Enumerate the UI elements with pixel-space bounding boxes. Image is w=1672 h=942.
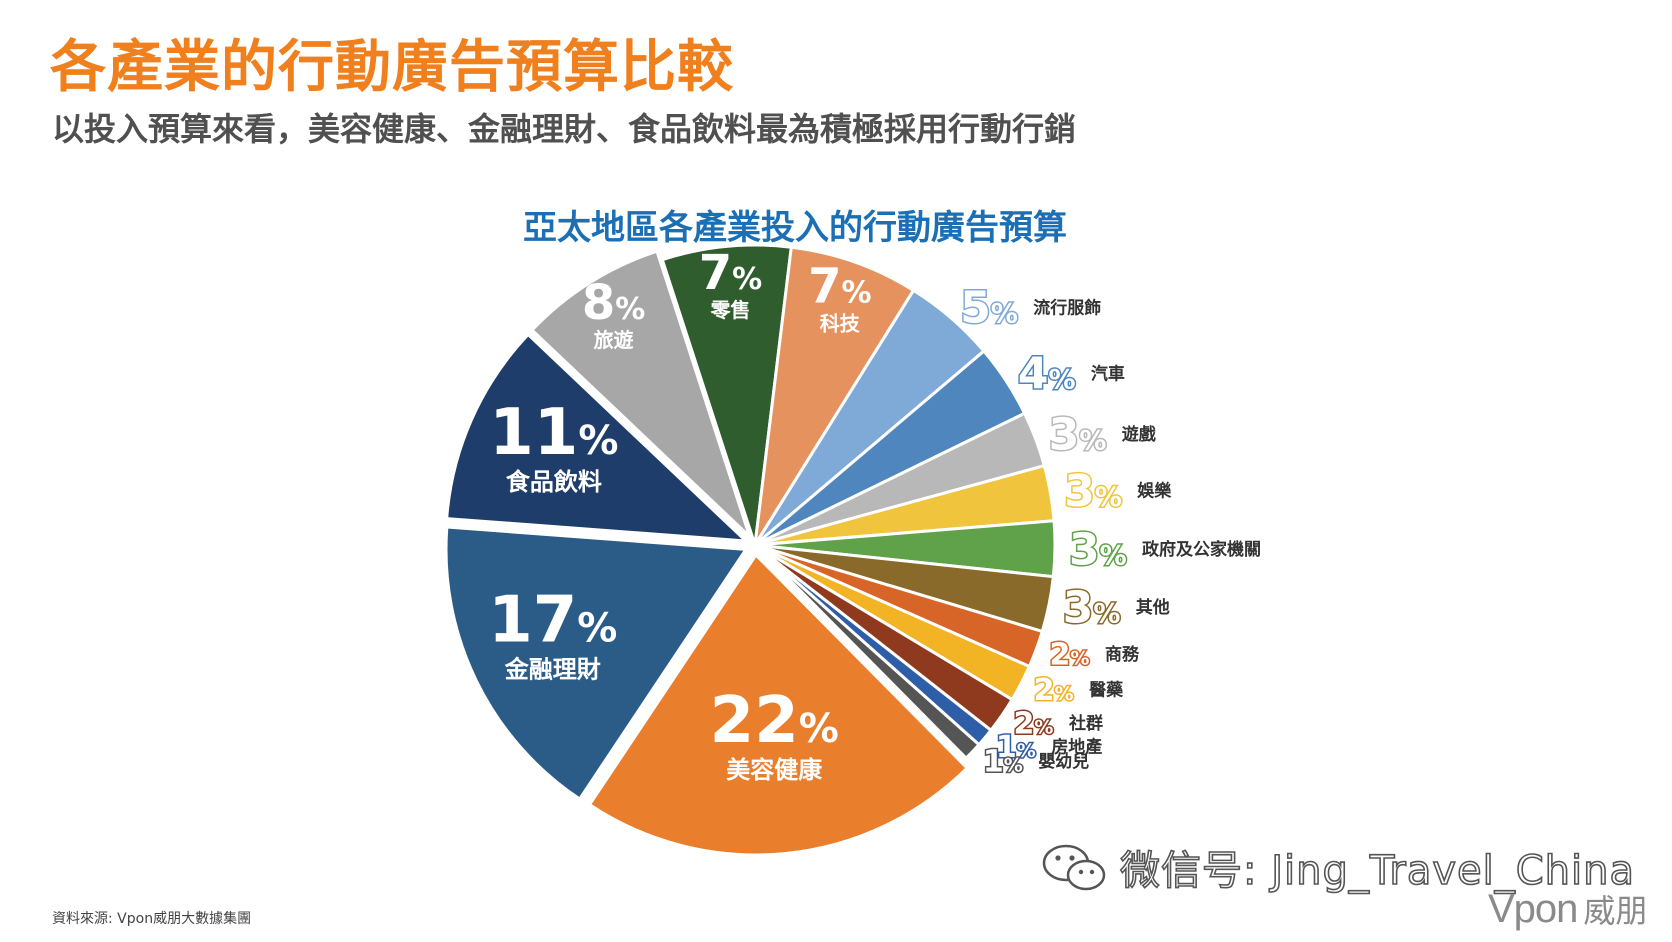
source-note: 資料來源: Vpon威朋大數據集團 [52,911,252,927]
vpon-logo: Vpon 威朋 [1488,886,1647,932]
slice-percent-社群: 2% [1014,707,1054,742]
slice-category-零售: 零售 [709,298,750,322]
slice-label-社群: 2% 社群 [1012,705,1103,743]
slice-category-房地產: 房地產 [1051,737,1102,758]
slice-percent-汽車: 4% [1018,349,1076,400]
slice-label-旅遊: 8%旅遊 [582,275,645,352]
pie-slice-食品飲料 [445,332,750,543]
slice-category-娛樂: 娛樂 [1136,481,1172,502]
wechat-watermark: 微信号: Jing_Travel_China [1040,838,1635,896]
slice-category-科技: 科技 [820,312,861,336]
slice-label-其他: 3% 其他 [1061,581,1170,635]
pie-slice-旅遊 [529,249,752,538]
slice-category-金融理財: 金融理財 [504,656,601,684]
slice-percent-美容健康: 22% [710,684,839,758]
pie-slice-零售 [660,243,793,546]
page-title: 各產業的行動廣告預算比較 [50,35,734,100]
wechat-icon [1042,844,1106,891]
slice-percent-房地產: 1% [996,730,1036,765]
slice-category-美容健康: 美容健康 [726,756,823,784]
slice-label-流行服飾: 5% 流行服飾 [959,281,1102,335]
slice-label-遊戲: 3% 遊戲 [1047,408,1157,462]
slice-category-流行服飾: 流行服飾 [1033,297,1101,318]
slice-percent-醫藥: 2% [1034,673,1074,708]
slice-percent-其他: 3% [1063,582,1121,633]
pie-slice-嬰幼兒 [753,543,982,761]
pie-slice-金融理財 [444,525,749,802]
slice-label-醫藥: 2% 醫藥 [1032,672,1124,710]
watermark-text: 微信号: Jing_Travel_China [1119,847,1636,895]
slice-percent-流行服飾: 5% [960,283,1018,334]
logo-latin-text: Vpon [1488,887,1578,931]
page-subtitle: 以投入預算來看，美容健康、金融理財、食品飲料最為積極採用行動行銷 [52,110,1077,148]
slice-percent-政府及公家機關: 3% [1069,524,1127,575]
logo-cjk-text: 威朋 [1583,892,1648,930]
slice-category-旅遊: 旅遊 [594,328,634,352]
slice-percent-商務: 2% [1049,638,1089,673]
slice-category-商務: 商務 [1105,644,1140,665]
slice-category-醫藥: 醫藥 [1089,680,1124,701]
slice-category-社群: 社群 [1068,713,1103,734]
slice-label-金融理財: 17%金融理財 [488,584,617,684]
slice-percent-遊戲: 3% [1049,410,1107,461]
slice-category-遊戲: 遊戲 [1122,424,1157,445]
chart-title: 亞太地區各產業投入的行動廣告預算 [0,200,1120,249]
slice-category-其他: 其他 [1136,597,1170,618]
slice-label-美容健康: 22%美容健康 [710,684,839,784]
slice-category-汽車: 汽車 [1091,363,1125,384]
slice-category-食品飲料: 食品飲料 [506,468,602,496]
slice-label-政府及公家機關: 3% 政府及公家機關 [1067,523,1261,577]
slice-category-政府及公家機關: 政府及公家機關 [1142,539,1261,560]
pie-slice-美容健康 [587,552,970,857]
slice-label-娛樂: 3% 娛樂 [1063,464,1173,518]
slice-category-嬰幼兒: 嬰幼兒 [1038,751,1089,772]
pie-slice-科技 [753,245,916,546]
slice-label-汽車: 4% 汽車 [1016,347,1125,401]
slice-percent-娛樂: 3% [1064,466,1122,517]
slice-label-房地產: 1% 房地產 [994,729,1102,767]
chart-title-text: 亞太地區各產業投入的行動廣告預算 [523,208,1067,248]
slice-label-商務: 2% 商務 [1048,636,1140,674]
